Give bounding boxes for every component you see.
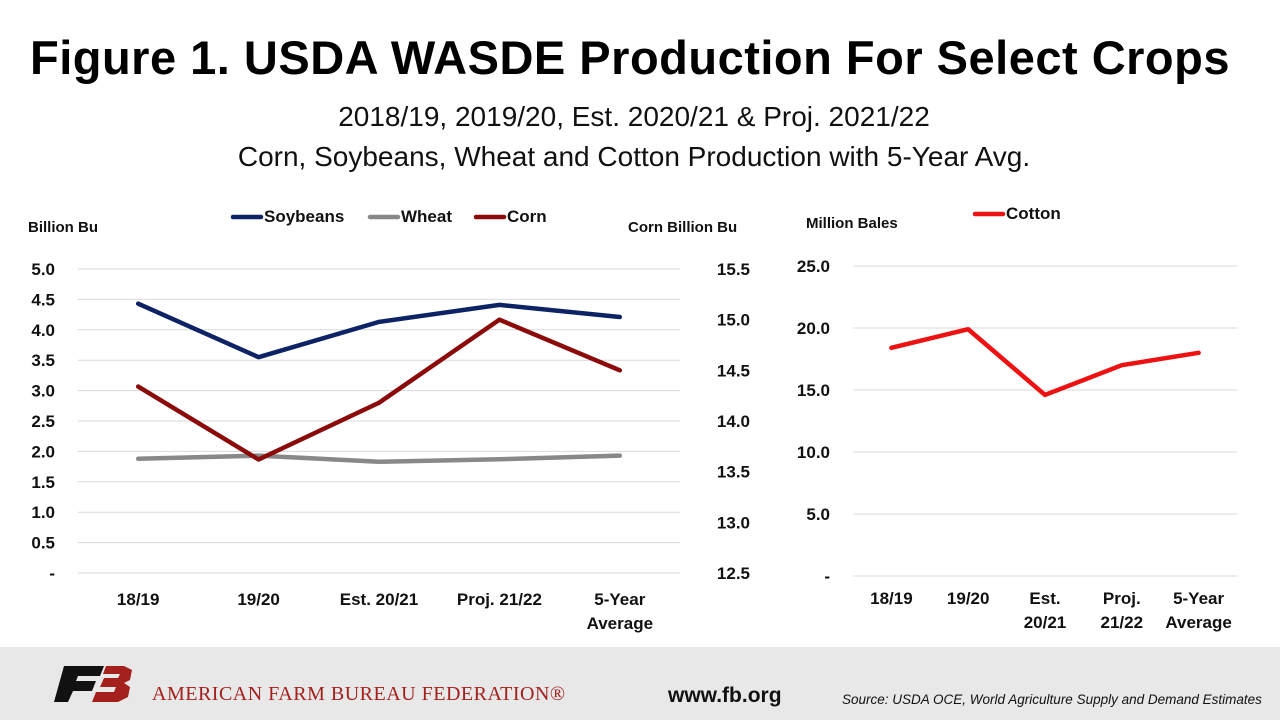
x-tick-label: 5-Year <box>594 590 645 609</box>
legend-label: Corn <box>507 207 547 226</box>
legend-label: Soybeans <box>264 207 344 226</box>
x-tick-label: Proj. <box>1103 589 1141 608</box>
farm-bureau-logo-icon <box>54 666 132 702</box>
y-tick-label-right: 14.5 <box>717 361 750 380</box>
series-line-corn <box>135 317 623 462</box>
x-tick-label: 19/20 <box>947 589 990 608</box>
legend-label: Wheat <box>401 207 452 226</box>
y-axis-title: Billion Bu <box>28 219 98 236</box>
y-tick-label: 0.5 <box>31 534 55 553</box>
x-tick-label: Average <box>1165 613 1231 632</box>
subtitle-years: 2018/19, 2019/20, Est. 2020/21 & Proj. 2… <box>338 101 930 132</box>
x-tick-label: Average <box>587 614 653 633</box>
y-tick-label: 3.0 <box>31 382 55 401</box>
y-tick-label: 5.0 <box>31 260 55 279</box>
source-note: Source: USDA OCE, World Agriculture Supp… <box>842 692 1262 707</box>
y-axis-title: Million Bales <box>806 215 898 232</box>
x-tick-label: 5-Year <box>1173 589 1224 608</box>
y-tick-label-right: 13.5 <box>717 463 750 482</box>
y-tick-label: 25.0 <box>797 257 830 276</box>
y-tick-label-right: 15.5 <box>717 260 750 279</box>
x-tick-label: 21/22 <box>1101 613 1144 632</box>
y-tick-label: 4.0 <box>31 321 55 340</box>
series-line-soybeans <box>135 301 623 360</box>
y-tick-label: 10.0 <box>797 443 830 462</box>
x-tick-label: 20/21 <box>1024 613 1067 632</box>
organization-name: AMERICAN FARM BUREAU FEDERATION® <box>152 683 566 705</box>
x-tick-label: 19/20 <box>237 590 280 609</box>
grains-line-chart: - 0.5 1.0 1.5 2.0 2.5 3.0 3.5 4.0 4.5 5.0 12.5 13.0 1… <box>28 207 750 633</box>
y-tick-label: 1.5 <box>31 473 55 492</box>
x-tick-label: Proj. 21/22 <box>457 590 542 609</box>
series-line-wheat <box>135 453 623 464</box>
y-axis-title-right: Corn Billion Bu <box>628 219 737 236</box>
y-tick-label: 2.0 <box>31 442 55 461</box>
subtitle-crops: Corn, Soybeans, Wheat and Cotton Product… <box>237 141 1031 172</box>
y-tick-label: 20.0 <box>797 319 830 338</box>
y-tick-label-right: 12.5 <box>717 564 750 583</box>
y-tick-label: 15.0 <box>797 381 830 400</box>
y-tick-label: - <box>824 567 830 586</box>
y-tick-label: 1.0 <box>31 503 55 522</box>
y-tick-label-right: 14.0 <box>717 412 750 431</box>
x-tick-label: Est. <box>1029 589 1060 608</box>
x-tick-label: Est. 20/21 <box>340 590 418 609</box>
footer-bar <box>0 647 1280 720</box>
y-tick-label-right: 15.0 <box>717 311 750 330</box>
y-tick-label: 5.0 <box>806 505 830 524</box>
series-line-cotton <box>889 326 1201 398</box>
figure-title: Figure 1. USDA WASDE Production For Sele… <box>29 31 1230 84</box>
x-tick-label: 18/19 <box>870 589 913 608</box>
x-tick-label: 18/19 <box>117 590 160 609</box>
y-tick-label: 3.5 <box>31 351 55 370</box>
legend-label: Cotton <box>1006 204 1061 223</box>
y-tick-label: 4.5 <box>31 290 55 309</box>
y-tick-label: - <box>49 564 55 583</box>
y-tick-label-right: 13.0 <box>717 513 750 532</box>
website-link[interactable]: www.fb.org <box>668 684 782 707</box>
y-tick-label: 2.5 <box>31 412 55 431</box>
